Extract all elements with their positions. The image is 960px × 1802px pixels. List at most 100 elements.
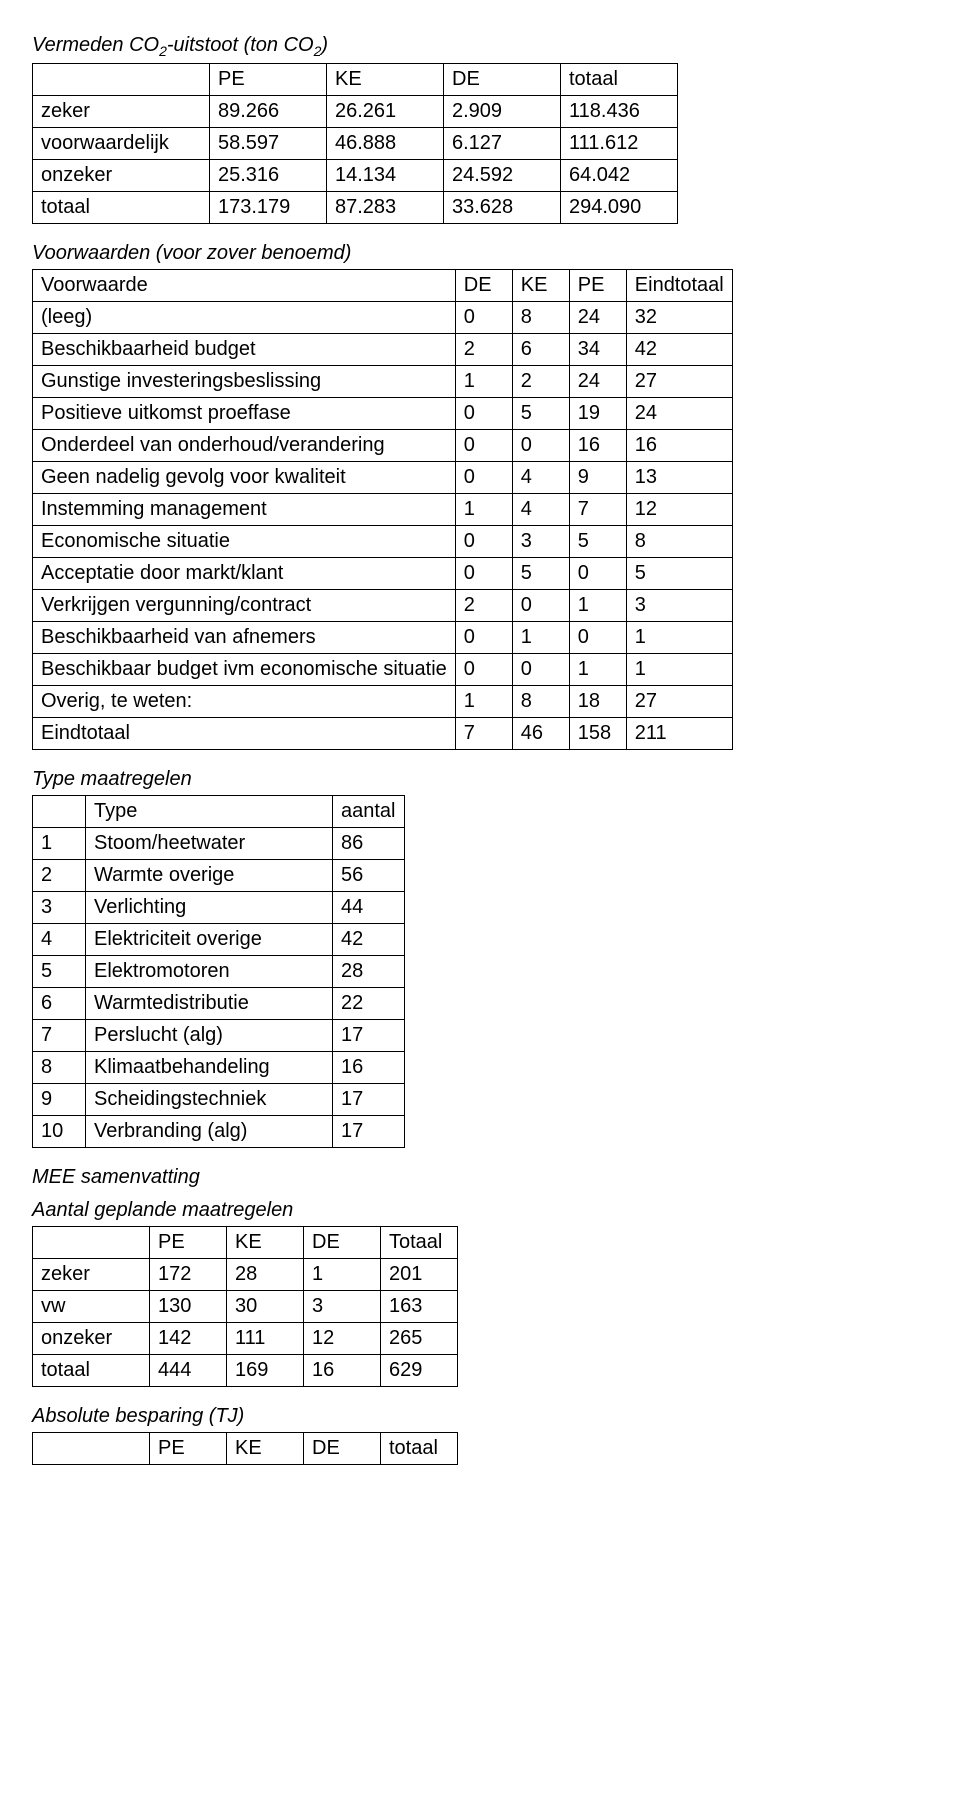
table-cell: 24 bbox=[626, 398, 732, 430]
table-cell: 12 bbox=[626, 494, 732, 526]
table-cell: 24 bbox=[569, 302, 626, 334]
table-cell: 27 bbox=[626, 686, 732, 718]
table-cell: (leeg) bbox=[33, 302, 456, 334]
table-cell: 1 bbox=[33, 828, 86, 860]
table-cell: 46.888 bbox=[327, 128, 444, 160]
table-row: 1Stoom/heetwater86 bbox=[33, 828, 405, 860]
table-row: Positieve uitkomst proeffase051924 bbox=[33, 398, 733, 430]
table-cell: Beschikbaar budget ivm economische situa… bbox=[33, 654, 456, 686]
table-cell: 87.283 bbox=[327, 192, 444, 224]
table-cell: 16 bbox=[333, 1052, 405, 1084]
table-cell: 0 bbox=[569, 558, 626, 590]
table-cell: 3 bbox=[626, 590, 732, 622]
table-cell: 32 bbox=[626, 302, 732, 334]
table-cell: 169 bbox=[227, 1355, 304, 1387]
table-cell: 17 bbox=[333, 1116, 405, 1148]
table-cell: onzeker bbox=[33, 1323, 150, 1355]
table-row: Beschikbaar budget ivm economische situa… bbox=[33, 654, 733, 686]
table-header-cell: KE bbox=[227, 1227, 304, 1259]
table-cell: 2 bbox=[512, 366, 569, 398]
table-cell: 1 bbox=[455, 494, 512, 526]
table-cell: zeker bbox=[33, 96, 210, 128]
table-geplande-maatregelen: PEKEDETotaalzeker172281201vw130303163onz… bbox=[32, 1226, 458, 1387]
table-cell: 4 bbox=[512, 494, 569, 526]
table-row: vw130303163 bbox=[33, 1291, 458, 1323]
table-cell: 4 bbox=[33, 924, 86, 956]
table-header-cell: totaal bbox=[561, 64, 678, 96]
table-cell: 30 bbox=[227, 1291, 304, 1323]
table-header-cell bbox=[33, 64, 210, 96]
table-row: Beschikbaarheid van afnemers0101 bbox=[33, 622, 733, 654]
table-row: (leeg)082432 bbox=[33, 302, 733, 334]
table-cell: 14.134 bbox=[327, 160, 444, 192]
table-cell: 1 bbox=[569, 590, 626, 622]
table-cell: 4 bbox=[512, 462, 569, 494]
table-row: 5Elektromotoren28 bbox=[33, 956, 405, 988]
table-cell: 0 bbox=[455, 526, 512, 558]
table-cell: totaal bbox=[33, 1355, 150, 1387]
table-row: 6Warmtedistributie22 bbox=[33, 988, 405, 1020]
table-cell: 1 bbox=[569, 654, 626, 686]
table-row: 10Verbranding (alg)17 bbox=[33, 1116, 405, 1148]
table-cell: 0 bbox=[455, 622, 512, 654]
table-cell: Positieve uitkomst proeffase bbox=[33, 398, 456, 430]
table-cell: 111.612 bbox=[561, 128, 678, 160]
table-cell: Verbranding (alg) bbox=[86, 1116, 333, 1148]
table-cell: 111 bbox=[227, 1323, 304, 1355]
table-cell: 46 bbox=[512, 718, 569, 750]
table-cell: 0 bbox=[455, 558, 512, 590]
table-cell: 0 bbox=[455, 302, 512, 334]
table-cell: voorwaardelijk bbox=[33, 128, 210, 160]
table-row: 2Warmte overige56 bbox=[33, 860, 405, 892]
table-cell: 8 bbox=[512, 686, 569, 718]
table-header-cell bbox=[33, 796, 86, 828]
table-cell: Verlichting bbox=[86, 892, 333, 924]
table-cell: 7 bbox=[455, 718, 512, 750]
table-cell: 9 bbox=[33, 1084, 86, 1116]
table-cell: 86 bbox=[333, 828, 405, 860]
table-row: 4Elektriciteit overige42 bbox=[33, 924, 405, 956]
table-cell: 0 bbox=[455, 398, 512, 430]
table-row: 7Perslucht (alg)17 bbox=[33, 1020, 405, 1052]
table-co2: PEKEDEtotaalzeker89.26626.2612.909118.43… bbox=[32, 63, 678, 224]
table-header-cell: aantal bbox=[333, 796, 405, 828]
table-cell: 0 bbox=[455, 462, 512, 494]
table-cell: 5 bbox=[512, 558, 569, 590]
table-cell: zeker bbox=[33, 1259, 150, 1291]
table-cell: Klimaatbehandeling bbox=[86, 1052, 333, 1084]
table-cell: Economische situatie bbox=[33, 526, 456, 558]
table-cell: 25.316 bbox=[210, 160, 327, 192]
table-cell: 27 bbox=[626, 366, 732, 398]
table-cell: Perslucht (alg) bbox=[86, 1020, 333, 1052]
table-cell: 2 bbox=[455, 334, 512, 366]
table-row: Gunstige investeringsbeslissing122427 bbox=[33, 366, 733, 398]
table-header-cell bbox=[33, 1433, 150, 1465]
table-cell: Elektromotoren bbox=[86, 956, 333, 988]
table-cell: 33.628 bbox=[444, 192, 561, 224]
table-cell: 118.436 bbox=[561, 96, 678, 128]
table-cell: 211 bbox=[626, 718, 732, 750]
table-cell: 163 bbox=[381, 1291, 458, 1323]
table-row: 3Verlichting44 bbox=[33, 892, 405, 924]
table-row: 9Scheidingstechniek17 bbox=[33, 1084, 405, 1116]
table-cell: Geen nadelig gevolg voor kwaliteit bbox=[33, 462, 456, 494]
table-cell: 89.266 bbox=[210, 96, 327, 128]
table-cell: 16 bbox=[569, 430, 626, 462]
table-cell: 8 bbox=[626, 526, 732, 558]
table-cell: Beschikbaarheid van afnemers bbox=[33, 622, 456, 654]
table-cell: 7 bbox=[33, 1020, 86, 1052]
table-cell: 629 bbox=[381, 1355, 458, 1387]
table-cell: 13 bbox=[626, 462, 732, 494]
table-header-cell: Voorwaarde bbox=[33, 270, 456, 302]
table-header-cell: Eindtotaal bbox=[626, 270, 732, 302]
table-cell: 158 bbox=[569, 718, 626, 750]
table-cell: Instemming management bbox=[33, 494, 456, 526]
table-cell: 9 bbox=[569, 462, 626, 494]
section5-title: Aantal geplande maatregelen bbox=[32, 1199, 928, 1222]
table-cell: 10 bbox=[33, 1116, 86, 1148]
table-cell: 3 bbox=[304, 1291, 381, 1323]
table-cell: 6.127 bbox=[444, 128, 561, 160]
table-row: Instemming management14712 bbox=[33, 494, 733, 526]
table-cell: Warmte overige bbox=[86, 860, 333, 892]
table-cell: 0 bbox=[569, 622, 626, 654]
